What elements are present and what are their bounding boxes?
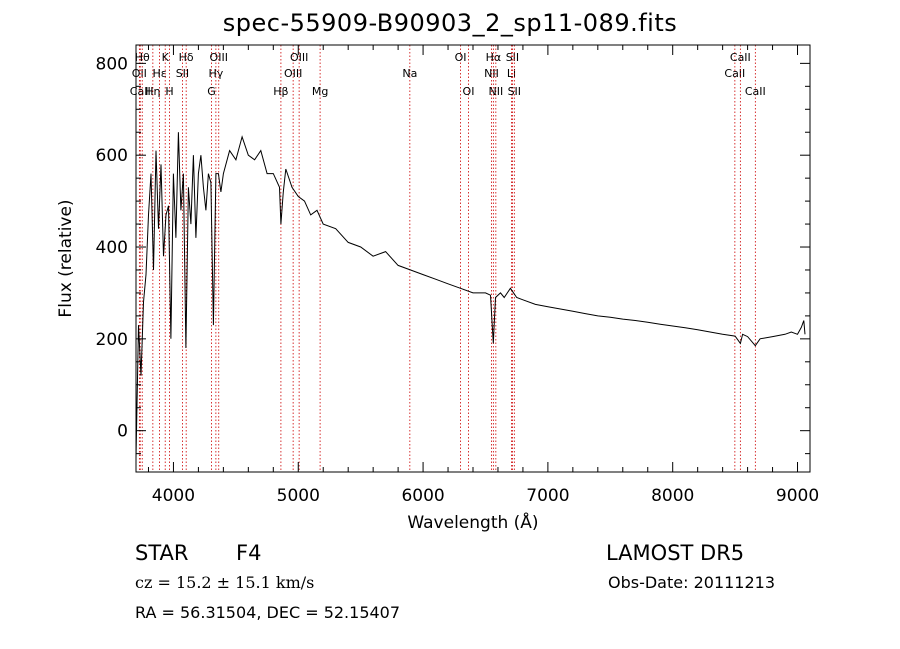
spectral-line-label: Hθ bbox=[135, 51, 150, 64]
x-tick-label: 4000 bbox=[152, 486, 195, 506]
x-tick-label: 6000 bbox=[401, 486, 444, 506]
spectral-line-label: Hδ bbox=[179, 51, 194, 64]
spectral-line-label: Hη bbox=[145, 85, 160, 98]
ra-dec: RA = 56.31504, DEC = 52.15407 bbox=[135, 603, 401, 622]
x-tick-label: 8000 bbox=[651, 486, 694, 506]
x-tick-label: 5000 bbox=[277, 486, 320, 506]
spectral-line-label: CaII bbox=[745, 85, 766, 98]
plot-frame bbox=[135, 44, 811, 473]
spectral-line-label: G bbox=[207, 85, 216, 98]
y-tick-label: 200 bbox=[96, 330, 128, 350]
object-class: STAR bbox=[135, 541, 189, 565]
spectral-line-label: OI bbox=[455, 51, 467, 64]
chart-title: spec-55909-B90903_2_sp11-089.fits bbox=[222, 9, 678, 37]
spectral-line-label: Na bbox=[402, 67, 417, 80]
cz-value: cz = 15.2 ± 15.1 km/s bbox=[135, 573, 315, 592]
spectral-line-label: OII bbox=[132, 67, 147, 80]
spectral-line-label: OI bbox=[463, 85, 475, 98]
spectral-line-label: H bbox=[165, 85, 173, 98]
survey-label: LAMOST DR5 bbox=[606, 541, 745, 565]
spectral-line-label: CaII bbox=[130, 85, 151, 98]
y-tick-label: 0 bbox=[117, 422, 128, 442]
x-axis-label: Wavelength (Å) bbox=[407, 511, 538, 533]
y-tick-label: 400 bbox=[96, 238, 128, 258]
y-axis-label: Flux (relative) bbox=[56, 199, 76, 317]
spectral-line-label: NII bbox=[484, 67, 499, 80]
spectral-line-label: OIII bbox=[210, 51, 228, 64]
x-tick-label: 9000 bbox=[776, 486, 819, 506]
y-tick-label: 800 bbox=[96, 54, 128, 74]
spectral-line-label: OIII bbox=[290, 51, 308, 64]
spectral-line-label: Hε bbox=[152, 67, 166, 80]
object-subclass: F4 bbox=[236, 541, 262, 565]
spectral-line-label: CaII bbox=[724, 67, 745, 80]
y-tick-label: 600 bbox=[96, 146, 128, 166]
spectral-line-label: NII bbox=[488, 85, 503, 98]
x-tick-label: 7000 bbox=[526, 486, 569, 506]
spectral-line-label: CaII bbox=[730, 51, 751, 64]
spectral-line-label: SII bbox=[176, 67, 189, 80]
spectral-line-label: K bbox=[162, 51, 170, 64]
spectral-line-label: Hα bbox=[486, 51, 502, 64]
spectral-line-label: Hγ bbox=[208, 67, 223, 80]
spectral-line-label: Mg bbox=[312, 85, 328, 98]
spectrum-line bbox=[135, 132, 806, 459]
obs-date: Obs-Date: 20111213 bbox=[608, 573, 776, 592]
spectral-line-label: OIII bbox=[284, 67, 302, 80]
spectral-line-label: SII bbox=[508, 85, 521, 98]
spectral-line-label: Hβ bbox=[273, 85, 288, 98]
spectral-line-label: Li bbox=[507, 67, 516, 80]
spectral-line-label: SII bbox=[506, 51, 519, 64]
